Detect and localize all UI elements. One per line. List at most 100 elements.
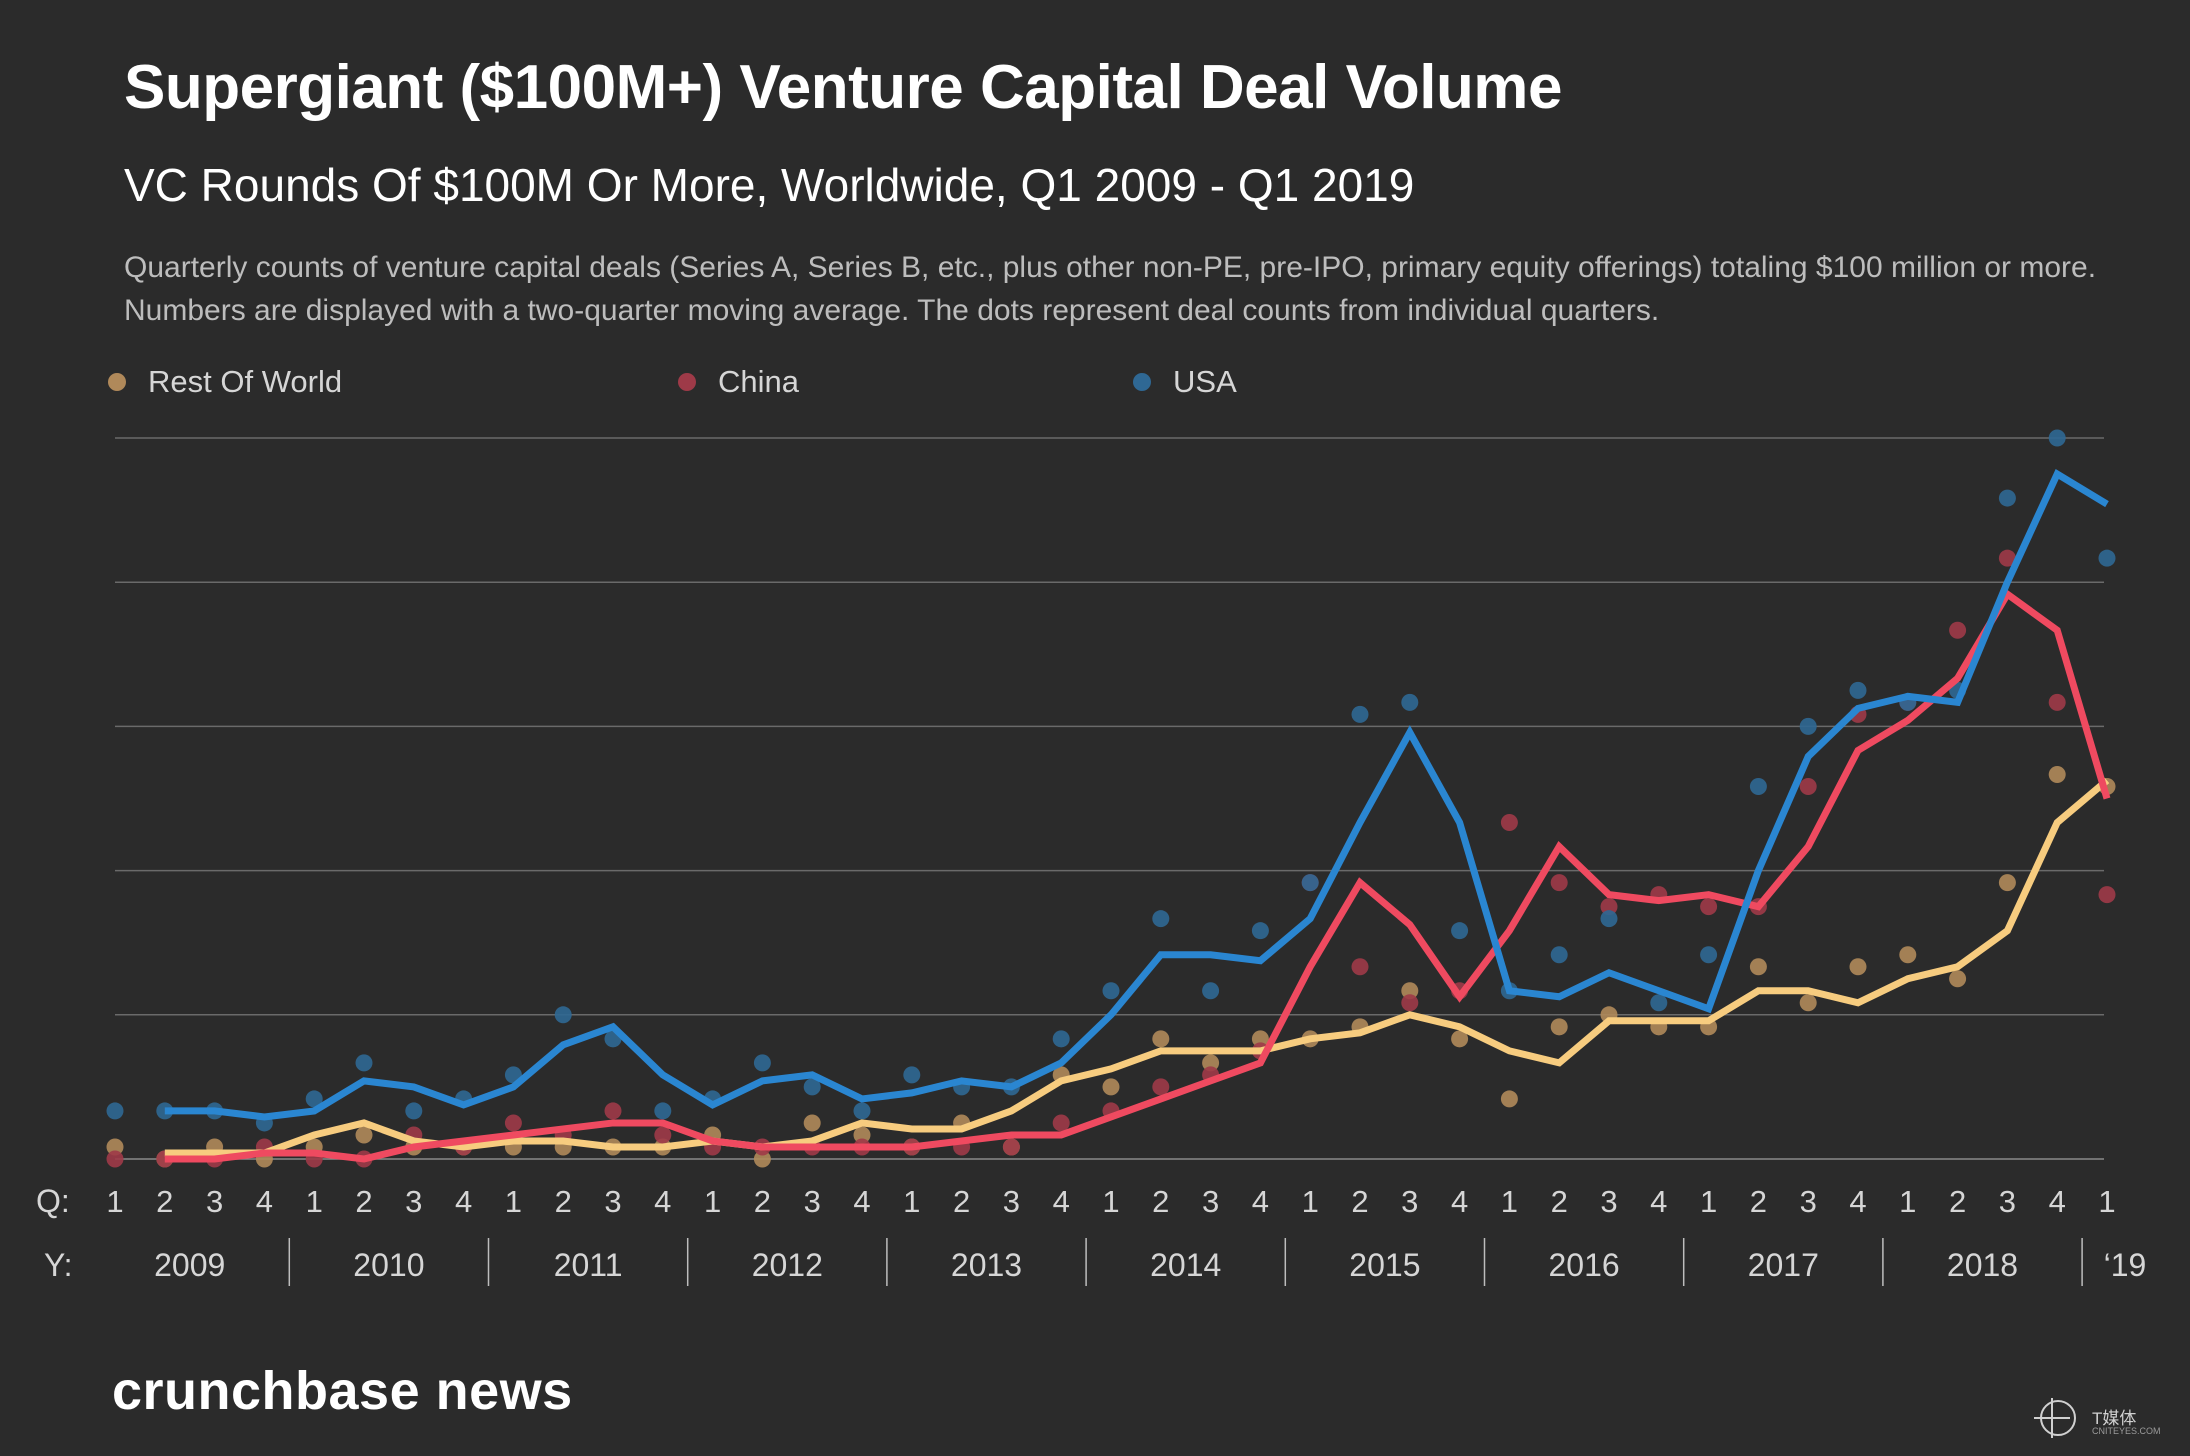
legend: Rest Of World China USA [0,364,2190,404]
dot-china [1700,898,1718,916]
dot-china [1152,1078,1170,1096]
dot-rest-of-world [1500,1090,1518,1108]
dot-usa [2048,429,2066,447]
dot-rest-of-world [1799,994,1817,1012]
dot-usa [554,1006,572,1024]
dot-rest-of-world [1451,1030,1469,1048]
quarter-tick-label: 1 [505,1184,522,1219]
dot-rest-of-world [1550,1018,1568,1036]
dot-rest-of-world [853,1126,871,1144]
dot-rest-of-world [1202,1054,1220,1072]
legend-label-china: China [718,364,799,399]
dot-rest-of-world [1251,1030,1269,1048]
dot-rest-of-world [1102,1078,1120,1096]
dot-usa [1749,777,1767,795]
line-china [164,589,2111,1163]
moving-average-lines [164,469,2111,1163]
quarter-tick-label: 4 [654,1184,671,1219]
watermark-icon [2034,1398,2076,1438]
quarter-tick-label: 2 [1750,1184,1767,1219]
dot-rest-of-world [1401,982,1419,1000]
quarter-tick-label: 3 [405,1184,422,1219]
dot-rest-of-world [1749,958,1767,976]
dot-china [1949,621,1967,639]
quarter-tick-label: 1 [903,1184,920,1219]
dot-china [1002,1138,1020,1156]
dot-usa [1451,922,1469,940]
year-tick-label: 2010 [353,1247,424,1283]
dot-rest-of-world [1152,1030,1170,1048]
legend-dot-rest-of-world [108,373,126,391]
quarter-tick-label: 2 [156,1184,173,1219]
quarter-tick-label: 1 [106,1184,123,1219]
year-tick-label: 2015 [1349,1247,1420,1283]
quarter-tick-label: 2 [754,1184,771,1219]
quarter-tick-label: 4 [1053,1184,1070,1219]
legend-item-usa[interactable]: USA [1133,364,1237,400]
year-tick-label: 2014 [1150,1247,1221,1283]
dot-usa [305,1090,323,1108]
dot-rest-of-world [1849,958,1867,976]
x-axis: Q:Y:1 2 3 4 1 2 3 4 1 2 3 4 1 2 3 4 1 2 3 4 1 2 3 4 1 2 3 4 1 2 3 4 1 2 3 4… [36,1183,2146,1286]
quarter-tick-label: 1 [1102,1184,1119,1219]
dot-china [1500,814,1518,832]
legend-item-china[interactable]: China [678,364,799,400]
legend-label-rest-of-world: Rest Of World [148,364,343,399]
dot-rest-of-world [803,1114,821,1132]
quarter-tick-label: 4 [256,1184,273,1219]
dot-china [1799,777,1817,795]
legend-label-usa: USA [1173,364,1237,399]
quarter-tick-label: 3 [1003,1184,1020,1219]
quarter-tick-label: 3 [1800,1184,1817,1219]
legend-item-rest-of-world[interactable]: Rest Of World [108,364,342,400]
legend-dot-usa [1133,373,1151,391]
quarter-tick-label: 4 [1451,1184,1468,1219]
quarter-tick-label: 4 [1849,1184,1866,1219]
quarterly-dots [106,429,2116,1168]
dot-usa [853,1102,871,1120]
dot-usa [1550,946,1568,964]
quarter-tick-label: 3 [206,1184,223,1219]
watermark-text: T媒体 [2092,1409,2137,1428]
quarter-tick-label: 3 [804,1184,821,1219]
dot-usa [654,1102,672,1120]
year-tick-label: 2018 [1947,1247,2018,1283]
quarter-tick-label: 2 [1551,1184,1568,1219]
dot-usa [1351,705,1369,723]
quarter-tick-label: 2 [1152,1184,1169,1219]
dot-usa [1849,681,1867,699]
quarter-tick-label: 4 [2049,1184,2066,1219]
dot-usa [1251,922,1269,940]
watermark-subtext: CNITEYES.COM [2092,1426,2161,1436]
year-tick-label: ‘19 [2104,1247,2147,1283]
quarter-tick-label: 1 [1302,1184,1319,1219]
dot-china [604,1102,622,1120]
quarter-tick-label: 1 [704,1184,721,1219]
axis-row-label-quarter: Q: [36,1183,70,1219]
chart-description: Quarterly counts of venture capital deal… [124,251,2097,327]
quarter-tick-label: 1 [1501,1184,1518,1219]
dot-usa [1600,910,1618,928]
dot-china [654,1126,672,1144]
dot-usa [1650,994,1668,1012]
quarter-tick-label: 4 [455,1184,472,1219]
quarter-tick-label: 3 [1202,1184,1219,1219]
quarter-tick-label: 1 [306,1184,323,1219]
dot-usa [1102,982,1120,1000]
legend-dot-china [678,373,696,391]
year-tick-label: 2009 [154,1247,225,1283]
dot-rest-of-world [1998,874,2016,892]
quarter-tick-label: 2 [953,1184,970,1219]
dot-usa [2098,549,2116,567]
line-rest-of-world [164,777,2110,1157]
quarter-tick-label: 1 [2098,1184,2115,1219]
dot-usa [1152,910,1170,928]
dot-rest-of-world [2048,765,2066,783]
quarter-tick-label: 4 [853,1184,870,1219]
axis-row-label-year: Y: [44,1247,72,1283]
chart-subtitle: VC Rounds Of $100M Or More, Worldwide, Q… [124,159,1415,211]
year-tick-label: 2013 [951,1247,1022,1283]
quarter-tick-label: 3 [1401,1184,1418,1219]
quarter-tick-label: 2 [555,1184,572,1219]
